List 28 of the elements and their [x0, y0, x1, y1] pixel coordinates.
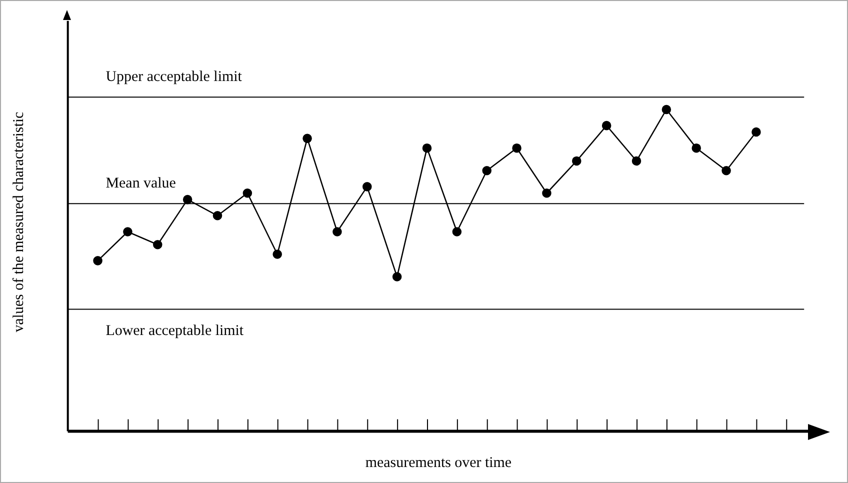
point — [662, 104, 672, 114]
ref-line-label: Mean value — [106, 176, 176, 192]
point — [362, 182, 372, 192]
point — [512, 143, 522, 153]
point — [302, 134, 312, 144]
point — [542, 188, 552, 198]
ref-line-label: Lower acceptable limit — [106, 323, 244, 340]
point — [93, 256, 102, 266]
point — [242, 188, 252, 198]
ref-line-label: Upper acceptable limit — [106, 69, 243, 86]
point — [212, 211, 222, 220]
point — [392, 272, 402, 282]
point — [452, 227, 462, 236]
x-axis-title: measurements over time — [365, 455, 512, 472]
point — [602, 120, 612, 130]
point — [722, 166, 731, 176]
point — [482, 166, 492, 176]
point — [182, 194, 192, 204]
point — [572, 156, 582, 166]
point — [422, 143, 432, 153]
point — [272, 250, 282, 259]
point — [632, 156, 642, 166]
point — [152, 240, 162, 250]
point — [123, 227, 132, 236]
y-axis-title: values of the measured characteristic — [10, 111, 27, 332]
point — [332, 227, 342, 236]
point — [752, 127, 761, 137]
point — [692, 143, 701, 153]
